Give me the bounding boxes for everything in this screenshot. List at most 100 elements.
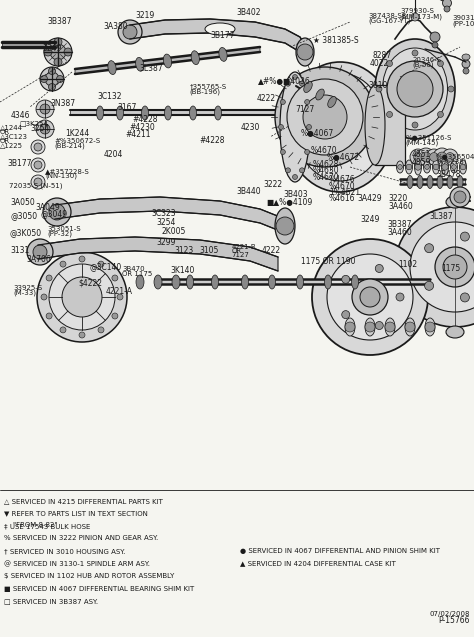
Circle shape [365, 322, 375, 332]
Text: □3K254: □3K254 [19, 120, 48, 126]
Ellipse shape [297, 275, 303, 289]
Text: 4022: 4022 [370, 59, 389, 68]
Text: 4204: 4204 [103, 150, 123, 159]
Text: 3A380: 3A380 [103, 22, 128, 31]
Circle shape [98, 261, 104, 267]
Circle shape [425, 244, 434, 253]
Text: % SERVICED IN 3222 PINION AND GEAR ASY.: % SERVICED IN 3222 PINION AND GEAR ASY. [4, 536, 158, 541]
Text: (GG-167-YT): (GG-167-YT) [369, 18, 411, 24]
Text: ‡ USE 17543 BULK HOSE: ‡ USE 17543 BULK HOSE [4, 523, 91, 529]
Text: 3A050: 3A050 [10, 198, 35, 207]
Ellipse shape [405, 160, 412, 174]
Text: 3123: 3123 [174, 247, 194, 255]
Circle shape [386, 61, 392, 66]
Text: 72035-S (N-51): 72035-S (N-51) [9, 182, 62, 189]
Text: 3B177: 3B177 [7, 159, 32, 168]
Circle shape [442, 149, 458, 165]
Text: 3A706: 3A706 [26, 255, 51, 264]
Ellipse shape [186, 275, 193, 289]
Text: 3C132: 3C132 [97, 92, 122, 101]
Text: 1K244: 1K244 [65, 129, 90, 138]
Circle shape [454, 191, 466, 203]
Ellipse shape [285, 62, 395, 192]
Circle shape [112, 275, 118, 281]
Ellipse shape [136, 275, 144, 289]
Circle shape [64, 48, 72, 56]
Circle shape [433, 148, 451, 166]
Text: 3B387: 3B387 [388, 220, 412, 229]
Text: 3A429: 3A429 [357, 194, 382, 203]
Circle shape [444, 6, 450, 12]
Polygon shape [70, 110, 330, 115]
Ellipse shape [215, 106, 221, 120]
Polygon shape [75, 47, 260, 74]
Circle shape [425, 164, 429, 169]
Text: ▲#%●■4036: ▲#%●■4036 [258, 77, 311, 86]
Text: (PP-102): (PP-102) [453, 20, 474, 27]
Circle shape [352, 279, 388, 315]
Circle shape [450, 187, 470, 207]
Text: %4676: %4676 [329, 175, 356, 184]
Ellipse shape [385, 318, 395, 336]
Text: OR: OR [0, 138, 10, 144]
Text: 3220: 3220 [389, 194, 408, 203]
Ellipse shape [219, 48, 227, 61]
Ellipse shape [365, 318, 375, 336]
Circle shape [405, 322, 415, 332]
Text: 8287: 8287 [372, 51, 391, 60]
Polygon shape [55, 197, 285, 233]
Circle shape [410, 149, 426, 165]
Text: 4851: 4851 [411, 150, 431, 159]
Ellipse shape [211, 275, 219, 289]
Text: 3B177: 3B177 [210, 31, 235, 40]
Text: † SERVICED IN 3010 HOUSING ASY.: † SERVICED IN 3010 HOUSING ASY. [4, 548, 126, 554]
Circle shape [48, 83, 55, 90]
Circle shape [285, 81, 291, 86]
Circle shape [376, 86, 382, 92]
Text: #4228: #4228 [133, 115, 158, 124]
Text: 4222: 4222 [256, 94, 275, 103]
Circle shape [397, 71, 433, 107]
Text: 3A460: 3A460 [388, 228, 412, 237]
Text: 3167: 3167 [118, 103, 137, 112]
Circle shape [438, 61, 444, 66]
Text: 4221-A: 4221-A [105, 287, 132, 296]
Text: 390312-S: 390312-S [453, 15, 474, 21]
Circle shape [34, 161, 42, 169]
Circle shape [414, 153, 422, 161]
Text: OR 1175: OR 1175 [122, 271, 153, 277]
Circle shape [387, 61, 443, 117]
Circle shape [297, 44, 313, 60]
Text: @ SERVICED IN 3130-1 SPINDLE ARM ASY.: @ SERVICED IN 3130-1 SPINDLE ARM ASY. [4, 561, 150, 567]
Text: 3254: 3254 [156, 218, 176, 227]
Ellipse shape [154, 275, 162, 289]
Ellipse shape [446, 326, 464, 338]
Text: (MM-145): (MM-145) [405, 140, 438, 146]
Circle shape [433, 164, 439, 170]
Circle shape [307, 124, 311, 129]
Circle shape [31, 158, 45, 172]
Ellipse shape [352, 275, 358, 289]
Ellipse shape [462, 54, 470, 60]
Text: ▲#357228-S: ▲#357228-S [45, 168, 90, 174]
Circle shape [375, 322, 383, 329]
Circle shape [45, 72, 59, 86]
Text: ★ 381385-S: ★ 381385-S [313, 36, 358, 45]
Circle shape [60, 261, 66, 267]
Text: %4670: %4670 [310, 147, 337, 155]
Text: 353051-S: 353051-S [47, 225, 81, 232]
Polygon shape [400, 179, 465, 184]
Circle shape [79, 256, 85, 262]
Text: @3049: @3049 [40, 210, 67, 218]
Circle shape [281, 150, 285, 155]
Circle shape [327, 254, 413, 340]
Text: 3B440: 3B440 [236, 187, 261, 196]
Circle shape [342, 311, 350, 318]
Ellipse shape [383, 48, 447, 130]
Text: (B-50): (B-50) [412, 62, 434, 68]
Circle shape [421, 152, 431, 162]
Text: 3249: 3249 [360, 215, 380, 224]
Text: 1175 OR 1190: 1175 OR 1190 [301, 257, 356, 266]
Circle shape [398, 164, 402, 169]
Circle shape [41, 294, 47, 300]
